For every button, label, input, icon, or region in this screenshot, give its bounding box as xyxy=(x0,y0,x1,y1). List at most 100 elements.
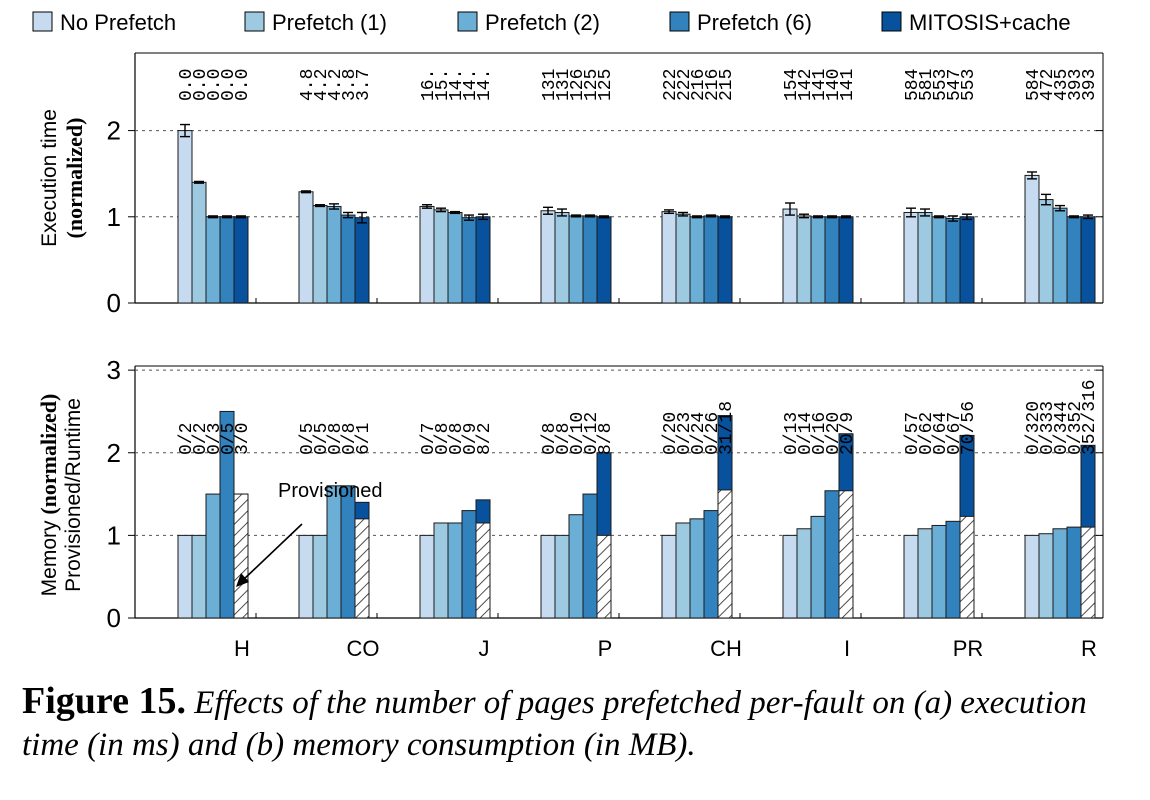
bar xyxy=(433,209,449,304)
value-annotation: 0/9 xyxy=(461,423,481,455)
bar xyxy=(824,216,840,304)
legend-label: Prefetch (2) xyxy=(485,10,600,35)
bar xyxy=(782,534,798,619)
bar xyxy=(917,211,933,304)
y-axis-label-bold: (normalized) xyxy=(36,394,61,515)
bar-provisioned xyxy=(838,490,854,619)
bar xyxy=(945,520,961,619)
value-annotation: 20/9 xyxy=(838,412,858,455)
value-annotation: 0/8 xyxy=(554,423,574,455)
value-annotation: 4.2 xyxy=(326,69,346,101)
value-annotation: 16. xyxy=(419,69,439,101)
value-annotation: 31/18 xyxy=(717,401,737,455)
legend-swatch xyxy=(32,11,53,32)
bar xyxy=(717,216,733,304)
bar-provisioned xyxy=(717,489,733,619)
bar xyxy=(419,205,435,304)
value-annotation: 125 xyxy=(596,69,616,101)
value-annotation: 126 xyxy=(568,69,588,101)
y-axis-label: Execution time(normalized) xyxy=(38,109,87,247)
bar xyxy=(177,534,193,619)
bar xyxy=(298,534,314,619)
bar xyxy=(233,216,249,304)
value-annotation: 0/352 xyxy=(1066,401,1086,455)
value-annotation: 393 xyxy=(1066,69,1086,101)
bar xyxy=(447,211,463,304)
bar xyxy=(931,524,947,619)
legend-label: MITOSIS+cache xyxy=(909,10,1071,35)
bar xyxy=(796,528,812,619)
value-annotation: 0/8 xyxy=(447,423,467,455)
value-annotation: 0/64 xyxy=(931,412,951,455)
bar xyxy=(838,216,854,304)
bar-provisioned xyxy=(959,515,975,619)
bar xyxy=(1024,534,1040,619)
value-annotation: 0/5 xyxy=(312,423,332,455)
bar xyxy=(461,217,477,304)
bar xyxy=(326,205,342,304)
y-tick-label: 1 xyxy=(107,202,121,232)
value-annotation: 131 xyxy=(554,69,574,101)
bar xyxy=(326,485,342,619)
value-annotation: 435 xyxy=(1052,69,1072,101)
value-annotation: 0/20 xyxy=(824,412,844,455)
value-annotation: 0.0 xyxy=(233,69,253,101)
bar-provisioned xyxy=(354,518,370,619)
value-annotation: 352/316 xyxy=(1080,379,1100,455)
bar xyxy=(540,534,556,619)
bar xyxy=(1080,216,1096,304)
bar xyxy=(1038,533,1054,619)
value-annotation: 0/12 xyxy=(582,412,602,455)
value-annotation: 0/344 xyxy=(1052,401,1072,455)
bar xyxy=(689,216,705,304)
value-annotation: 14. xyxy=(447,69,467,101)
value-annotation: 0/8 xyxy=(326,423,346,455)
value-annotation: 0/8 xyxy=(433,423,453,455)
value-annotation: 0/26 xyxy=(703,412,723,455)
value-annotation: 0/10 xyxy=(568,412,588,455)
bar xyxy=(568,215,584,304)
value-annotation: 215 xyxy=(717,69,737,101)
bar xyxy=(554,534,570,619)
bar xyxy=(461,510,477,619)
value-annotation: 4.2 xyxy=(312,69,332,101)
value-annotation: 0.0 xyxy=(177,69,197,101)
bar xyxy=(959,216,975,304)
legend-swatch xyxy=(244,11,265,32)
value-annotation: 0.0 xyxy=(191,69,211,101)
value-annotation: 6/1 xyxy=(354,423,374,455)
value-annotation: 472 xyxy=(1038,69,1058,101)
bar xyxy=(582,493,598,619)
bar xyxy=(1066,526,1082,619)
category-label: I xyxy=(844,636,850,661)
bar-provisioned xyxy=(596,534,612,619)
value-annotation: 216 xyxy=(703,69,723,101)
value-annotation: 0/16 xyxy=(810,412,830,455)
value-annotation: 15. xyxy=(433,69,453,101)
y-axis-label-line2: Provisioned/Runtime xyxy=(62,398,85,592)
y-tick-label: 1 xyxy=(107,520,121,550)
bar xyxy=(340,214,356,304)
y-axis-label-plain: Execution time xyxy=(38,109,61,247)
caption-text: Effects of the number of pages prefetche… xyxy=(22,685,1087,763)
category-label: P xyxy=(598,636,613,661)
value-annotation: 393 xyxy=(1080,69,1100,101)
value-annotation: 581 xyxy=(917,69,937,101)
value-annotation: 0/23 xyxy=(675,412,695,455)
bar xyxy=(205,493,221,619)
value-annotation: 547 xyxy=(945,69,965,101)
value-annotation: 131 xyxy=(540,69,560,101)
y-tick-label: 3 xyxy=(107,355,121,385)
bar xyxy=(782,208,798,304)
legend-label: Prefetch (1) xyxy=(272,10,387,35)
bar xyxy=(945,218,961,304)
y-axis-label-plain: Memory xyxy=(38,515,61,597)
provisioned-arrow xyxy=(241,523,303,582)
value-annotation: 14. xyxy=(475,69,495,101)
value-annotation: 0/8 xyxy=(340,423,360,455)
y-tick-label: 0 xyxy=(107,603,121,633)
legend-label: Prefetch (6) xyxy=(697,10,812,35)
legend-swatch xyxy=(881,11,902,32)
value-annotation: 0/320 xyxy=(1024,401,1044,455)
